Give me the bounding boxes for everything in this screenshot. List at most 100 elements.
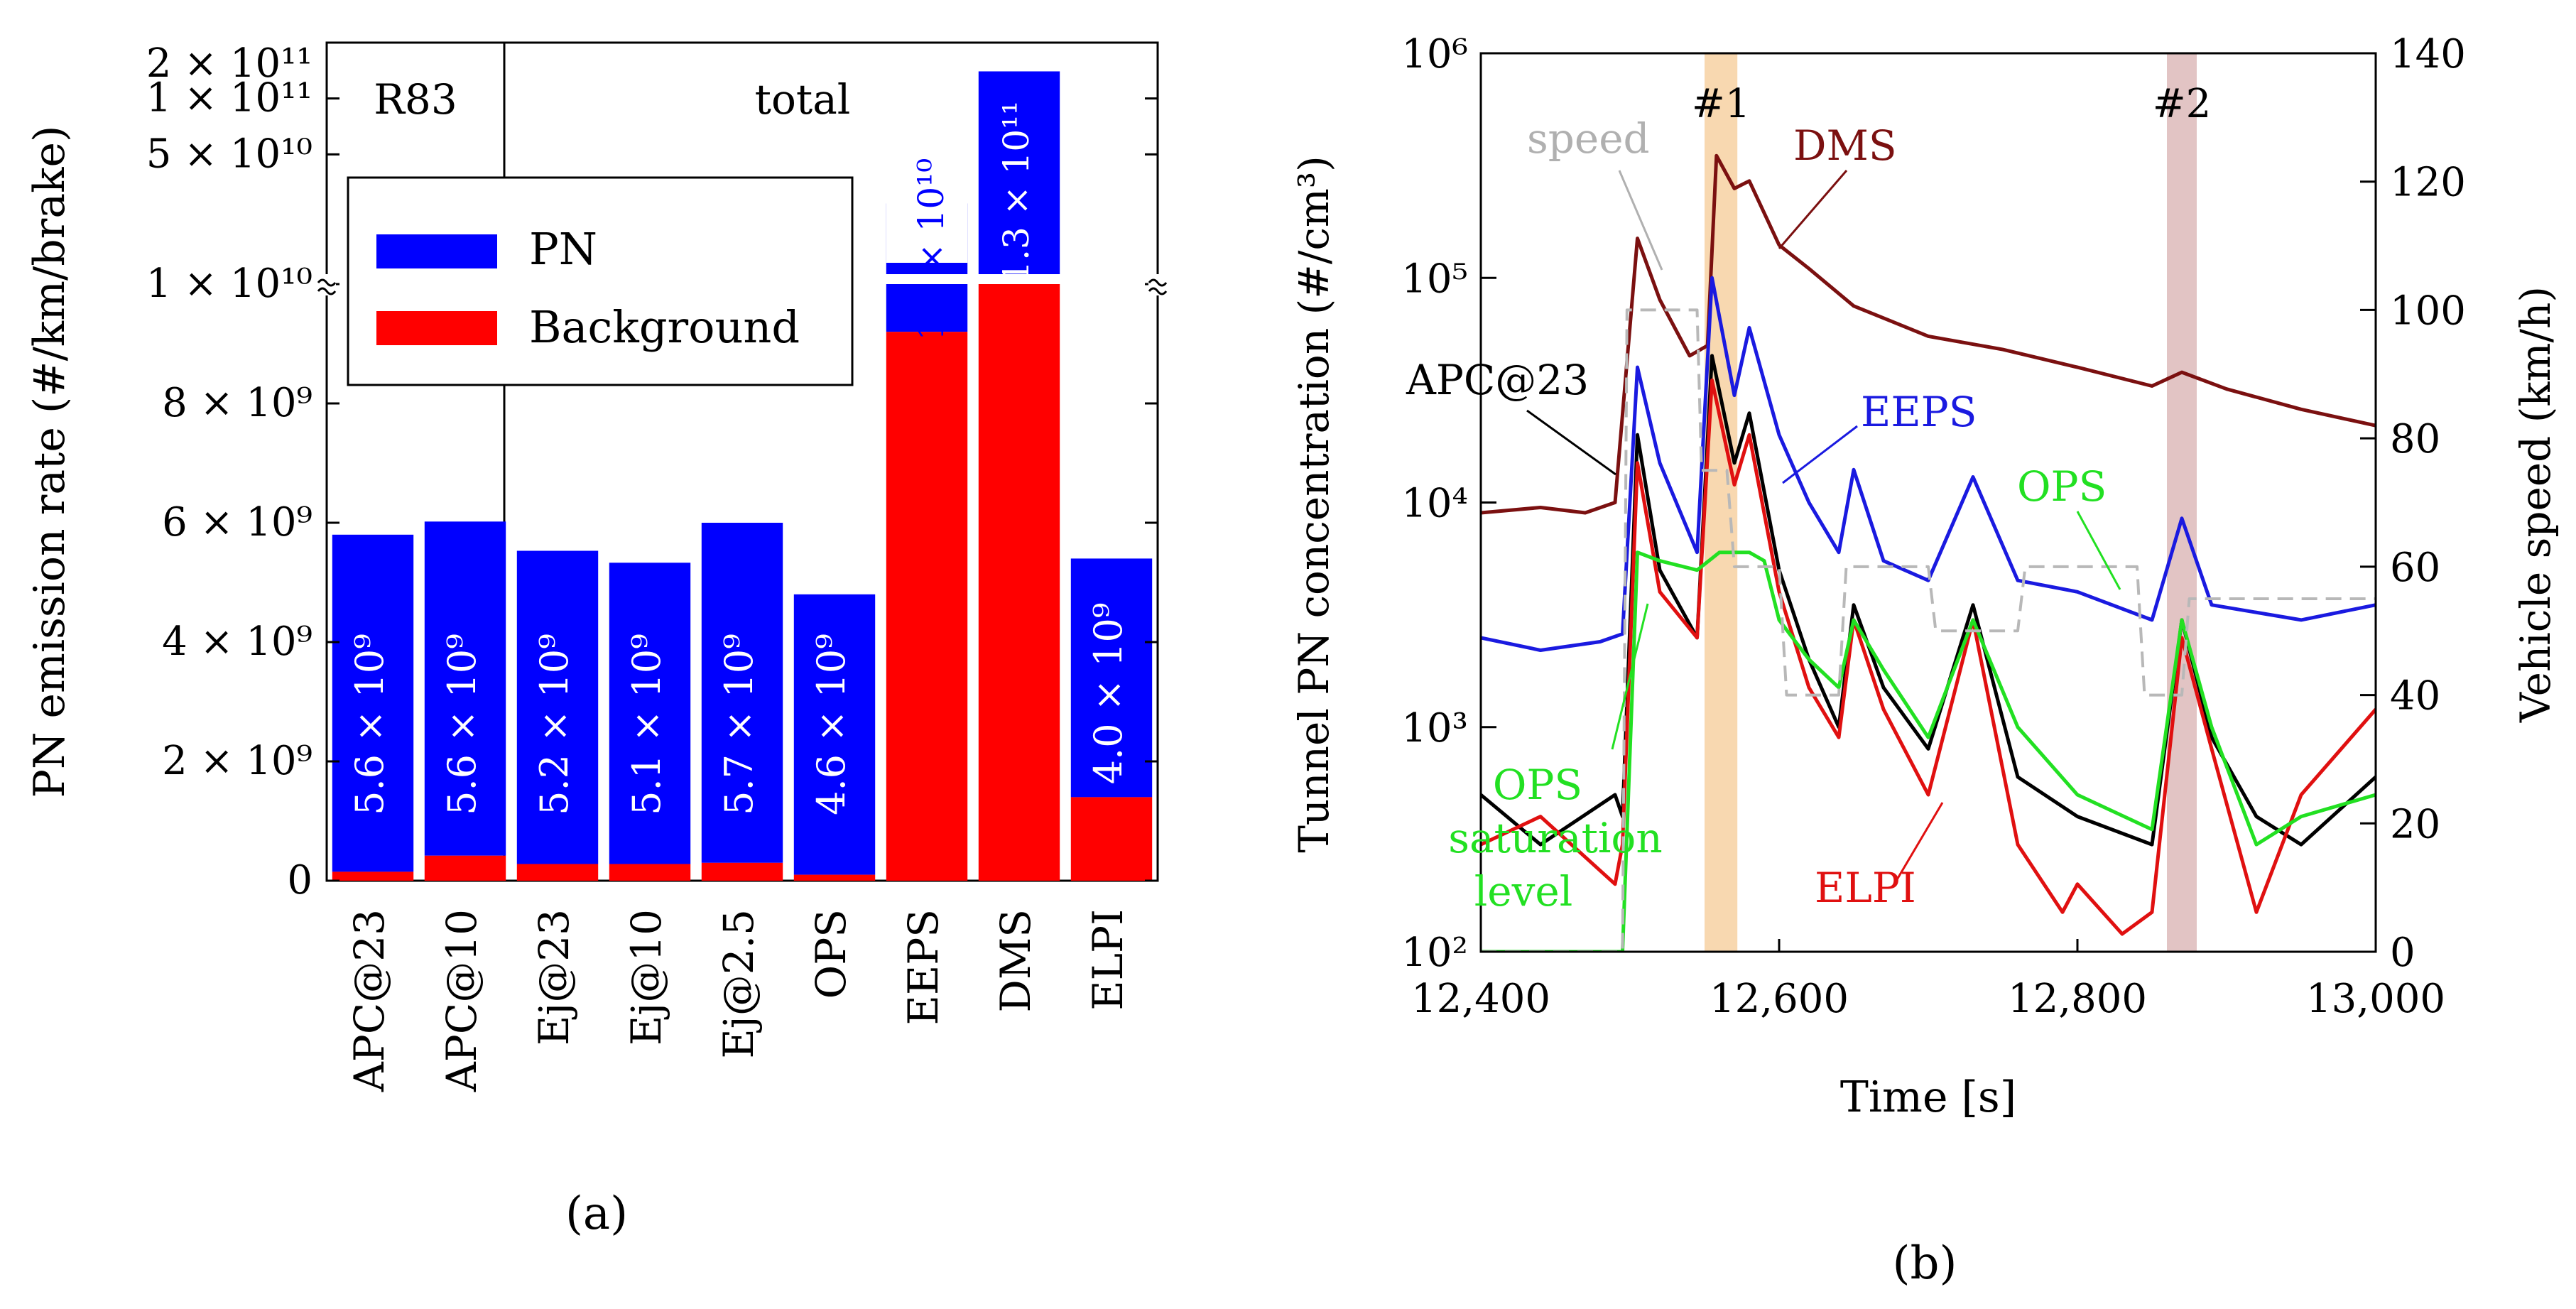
x-tick-label: DMS [991, 909, 1040, 1013]
bar-background [1070, 797, 1153, 881]
y-axis-title: Tunnel PN concentration (#/cm³) [1290, 156, 1338, 853]
x-tick-label: 12,400 [1411, 976, 1550, 1022]
y-tick-label: 10³ [1401, 705, 1468, 751]
panel-label-a: (a) [565, 1188, 628, 1240]
annotation-ops: OPS [2017, 462, 2107, 511]
annotation-level: level [1474, 867, 1573, 916]
event-label: #1 [1692, 81, 1751, 127]
series-line-speed [1481, 308, 2376, 952]
axis-break-right [1148, 274, 1168, 295]
legend-box [347, 176, 854, 386]
y-tick-label: 10⁴ [1401, 481, 1468, 527]
bar-value-label: 5.1 × 10⁹ [624, 634, 669, 815]
bar-value-label: 5.2 × 10⁹ [532, 634, 577, 815]
x-tick-label: APC@23 [345, 909, 393, 1092]
y2-tick-label: 40 [2390, 673, 2440, 719]
bar-background [701, 862, 783, 881]
annotation-leader-ops [2076, 511, 2121, 590]
annotations: speed DMS EEPS APC@23 OPS OPS saturation… [1406, 114, 2121, 916]
series-line-dms [1481, 153, 2376, 515]
bar-pn [332, 534, 414, 872]
y2-axis-title: Vehicle speed (km/h) [2511, 286, 2560, 723]
y2-tick-label: 120 [2390, 160, 2466, 206]
bar-background [978, 284, 1060, 881]
y2-tick-label: 0 [2390, 930, 2415, 976]
y2-tick-label: 140 [2390, 31, 2466, 77]
line-chart-panel: #1 #2 12,400 12,600 12,800 13,000 10² 10³ 10⁴ 10… [1290, 31, 2560, 1290]
x-axis-title: Time [s] [1840, 1072, 2016, 1122]
bar-pn [609, 563, 691, 864]
legend-swatch-background [376, 311, 497, 345]
annotation-speed: speed [1527, 114, 1650, 163]
axis-break-left [317, 274, 337, 295]
bar-pn [793, 594, 876, 875]
bar-background [332, 871, 414, 881]
x-tick-label: Ej@10 [622, 909, 670, 1045]
section-label-total: total [755, 75, 851, 124]
label-backdrop [886, 200, 968, 263]
bar-pn [1070, 558, 1153, 798]
bar-value-label: 1.3 × 10¹¹ [996, 101, 1037, 283]
x-tick-label: APC@10 [438, 909, 486, 1092]
annotation-leader-speed [1618, 170, 1663, 271]
y-tick-label: 8 × 10⁹ [162, 380, 313, 426]
y-tick-label: 5 × 10¹⁰ [146, 131, 313, 177]
bar-value-label: 5.6 × 10⁹ [347, 634, 392, 815]
series-line-eeps [1481, 276, 2376, 652]
annotation-eeps: EEPS [1861, 388, 1977, 436]
bar-value-label: 1.8 × 10¹⁰ [911, 158, 952, 341]
bar-value-label: 5.6 × 10⁹ [440, 634, 484, 815]
x-tick-label: EEPS [899, 909, 947, 1025]
annotation-elpi: ELPI [1815, 864, 1916, 912]
y2-tick-label: 100 [2390, 288, 2466, 334]
bar-pn [701, 523, 783, 863]
bar-chart-panel: 5.6 × 10⁹ 5.6 × 10⁹ 5.2 × 10⁹ 5.1 × 10⁹ 5.7 … [25, 40, 1168, 1240]
y-tick-label: 1 × 10¹¹ [146, 75, 313, 121]
bar-background [609, 864, 691, 881]
legend-label-background: Background [529, 301, 800, 353]
bar-pn [978, 71, 1060, 274]
annotation-leader-apc23 [1526, 409, 1616, 476]
bar-background [886, 332, 968, 881]
y-tick-label: 4 × 10⁹ [162, 619, 313, 665]
bar-pn [886, 284, 968, 332]
event-label: #2 [2153, 81, 2212, 127]
y-tick-label: 10⁶ [1401, 31, 1468, 77]
bar-value-label: 4.6 × 10⁹ [809, 634, 854, 815]
bar-background [516, 864, 599, 881]
panel-label-b: (b) [1893, 1237, 1957, 1290]
annotation-apc23: APC@23 [1406, 356, 1589, 404]
section-label-r83: R83 [374, 75, 457, 124]
y-tick-label: 10⁵ [1401, 256, 1468, 302]
series-line-ops [1481, 550, 2376, 952]
legend: PN Background [347, 176, 854, 386]
legend-label-pn: PN [529, 223, 597, 275]
y-tick-label: 10² [1401, 930, 1468, 976]
bar-pn [516, 550, 599, 864]
bar-background [793, 874, 876, 881]
x-tick-label: 13,000 [2306, 976, 2445, 1022]
annotation-dms: DMS [1793, 121, 1897, 170]
y-tick-label: 2 × 10¹¹ [146, 40, 313, 87]
annotation-leader-eeps [1782, 425, 1858, 484]
bar-pn [424, 521, 506, 856]
y-tick-label: 6 × 10⁹ [162, 499, 313, 545]
y-axis-title: PN emission rate (#/km/brake) [25, 126, 75, 798]
x-tick-label: Ej@2.5 [714, 909, 763, 1059]
bar-value-label: 5.7 × 10⁹ [717, 634, 761, 815]
annotation-ops-saturation: OPS [1493, 761, 1582, 809]
event-band [1705, 53, 1738, 952]
annotation-saturation: saturation [1448, 814, 1662, 862]
y-tick-label: 0 [287, 857, 313, 903]
annotation-leader-elpi [1895, 802, 1944, 881]
legend-swatch-pn [376, 234, 497, 268]
x-tick-label: 12,600 [1710, 976, 1849, 1022]
y-tick-label: 1 × 10¹⁰ [146, 261, 313, 307]
event-band [2167, 53, 2197, 952]
y2-tick-label: 80 [2390, 416, 2440, 462]
bar-value-label: 4.0 × 10⁹ [1086, 602, 1131, 784]
y2-tick-label: 60 [2390, 545, 2440, 591]
x-tick-label: 12,800 [2008, 976, 2147, 1022]
y2-tick-label: 20 [2390, 801, 2440, 847]
annotation-leader-dms [1778, 170, 1848, 249]
